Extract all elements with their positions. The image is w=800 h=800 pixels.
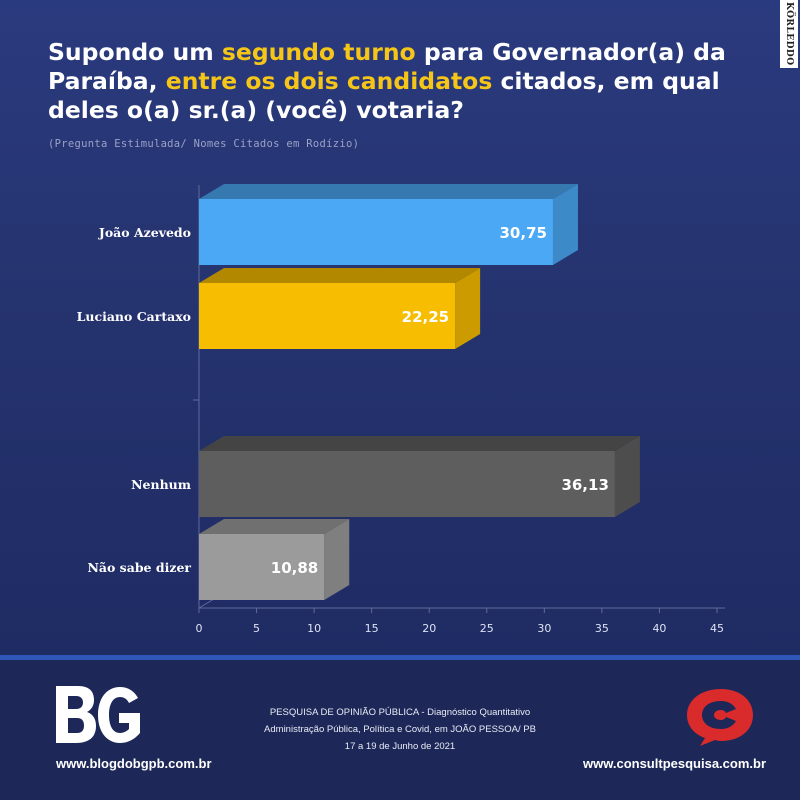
bar-group: 22,25 Luciano Cartaxo <box>77 268 481 349</box>
x-tick-label: 0 <box>196 622 203 635</box>
title-text: citados, em qual deles o(a) sr.(a) (você… <box>48 67 720 124</box>
x-tick-label: 25 <box>480 622 494 635</box>
bar-side-face <box>552 184 578 265</box>
category-label: Nenhum <box>131 477 191 492</box>
x-tick-label: 45 <box>710 622 724 635</box>
consult-logo-icon <box>687 689 753 746</box>
bar-value-label: 30,75 <box>500 224 547 242</box>
bar-top-face <box>199 519 350 534</box>
category-label: João Azevedo <box>98 225 191 240</box>
chart-title: Supondo um segundo turno para Governador… <box>48 38 768 125</box>
bar <box>199 199 553 265</box>
survey-line: 17 a 19 de Junho de 2021 <box>344 741 456 752</box>
bar <box>199 451 615 517</box>
x-tick-label: 35 <box>595 622 609 635</box>
bar-value-label: 10,88 <box>271 559 318 577</box>
bar-side-face <box>614 436 640 517</box>
x-tick-label: 30 <box>537 622 551 635</box>
survey-line: PESQUISA DE OPINIÃO PÚBLICA - Diagnóstic… <box>269 707 531 718</box>
x-tick-label: 40 <box>652 622 666 635</box>
bar-chart: 0 5 10 15 20 25 30 35 40 45 30,75 João Azevedo 22,25… <box>77 184 725 635</box>
bar-group: 36,13 Nenhum <box>131 436 640 517</box>
bar <box>199 534 325 600</box>
bar-value-label: 22,25 <box>402 308 449 326</box>
bar-side-face <box>324 519 350 600</box>
x-tick-label: 15 <box>365 622 379 635</box>
bg-logo-icon <box>56 686 140 743</box>
category-label: Luciano Cartaxo <box>77 309 191 324</box>
x-tick-label: 10 <box>307 622 321 635</box>
chart-subtitle: (Pregunta Estimulada/ Nomes Citados em R… <box>48 138 360 150</box>
x-tick-label: 20 <box>422 622 436 635</box>
bar <box>199 283 456 349</box>
title-text: para Governador(a) da Paraíba, <box>48 38 726 95</box>
title-highlight: segundo turno <box>221 38 416 66</box>
bar-top-face <box>199 184 578 199</box>
x-tick-label: 5 <box>253 622 260 635</box>
title-highlight: entre os dois candidatos <box>165 67 493 95</box>
bar-group: 30,75 João Azevedo <box>98 184 578 265</box>
footer-divider <box>0 655 800 660</box>
title-text: Supondo um <box>48 38 222 66</box>
watermark-badge: KÖRLEDDO <box>780 0 798 68</box>
bar-top-face <box>199 436 640 451</box>
consult-website-link[interactable]: www.consultpesquisa.com.br <box>583 756 766 771</box>
survey-line: Administração Pública, Política e Covid,… <box>264 724 536 735</box>
bar-side-face <box>455 268 481 349</box>
blog-website-link[interactable]: www.blogdobgpb.com.br <box>56 756 212 771</box>
survey-info: PESQUISA DE OPINIÃO PÚBLICA - Diagnóstic… <box>240 704 560 755</box>
bar-value-label: 36,13 <box>561 476 608 494</box>
bar-group: 10,88 Não sabe dizer <box>87 519 350 600</box>
bar-top-face <box>199 268 481 283</box>
category-label: Não sabe dizer <box>87 560 191 575</box>
